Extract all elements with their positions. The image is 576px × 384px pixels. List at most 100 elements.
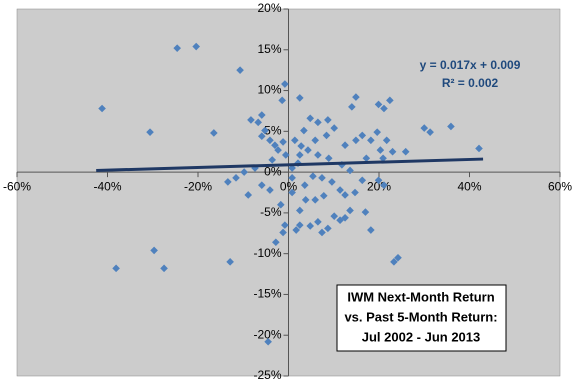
point xyxy=(240,168,248,176)
equation: y = 0.017x + 0.009 xyxy=(420,58,521,72)
point xyxy=(309,172,317,180)
point xyxy=(346,206,354,215)
point xyxy=(426,128,434,136)
point xyxy=(373,128,381,136)
y-tick-label: 10% xyxy=(257,83,281,97)
point xyxy=(306,222,315,230)
textbox-line: Jul 2002 - Jun 2013 xyxy=(362,329,481,344)
point xyxy=(324,154,333,163)
point xyxy=(247,116,255,124)
point xyxy=(394,253,402,262)
point xyxy=(210,129,218,137)
point xyxy=(224,178,232,186)
point xyxy=(336,216,344,225)
x-tick-label: -60% xyxy=(3,179,31,193)
point xyxy=(236,66,244,74)
x-tick-label: -20% xyxy=(184,179,212,193)
point xyxy=(112,264,120,273)
point xyxy=(401,147,410,156)
point xyxy=(447,122,455,131)
textbox-line: vs. Past 5-Month Return: xyxy=(344,309,497,324)
point xyxy=(277,200,285,209)
point xyxy=(319,191,328,200)
point xyxy=(351,188,359,197)
point xyxy=(258,181,266,189)
point xyxy=(266,186,274,194)
point xyxy=(330,124,339,132)
point xyxy=(390,258,398,266)
y-tick-label: 20% xyxy=(257,1,281,15)
point xyxy=(341,191,349,199)
point xyxy=(341,141,349,149)
y-tick-label: 5% xyxy=(264,124,282,138)
x-tick-label: 0% xyxy=(280,179,298,193)
y-tick-label: 15% xyxy=(257,42,281,56)
point xyxy=(318,228,326,237)
point xyxy=(251,164,259,172)
point xyxy=(226,258,234,266)
point xyxy=(386,96,394,105)
point xyxy=(314,218,322,226)
y-tick-label: -15% xyxy=(253,287,281,301)
point xyxy=(420,124,429,132)
y-tick-label: -20% xyxy=(253,327,281,341)
point xyxy=(268,156,277,164)
point xyxy=(173,44,181,52)
point xyxy=(388,147,397,156)
point xyxy=(279,228,287,237)
point xyxy=(272,238,280,247)
x-tick-label: 40% xyxy=(457,179,481,193)
point xyxy=(288,188,296,197)
point xyxy=(254,118,262,127)
point xyxy=(300,181,309,189)
point xyxy=(258,111,266,119)
point xyxy=(301,196,310,204)
point xyxy=(244,191,253,199)
textbox xyxy=(336,284,507,352)
point xyxy=(362,154,371,163)
textbox-line: IWM Next-Month Return xyxy=(347,289,494,304)
point xyxy=(274,146,282,154)
trendline xyxy=(96,157,484,172)
point xyxy=(300,126,308,135)
point xyxy=(288,174,296,182)
point xyxy=(374,100,383,109)
point xyxy=(367,226,375,234)
point xyxy=(264,337,272,346)
point xyxy=(358,131,367,140)
point xyxy=(160,264,168,273)
point xyxy=(281,221,289,229)
point xyxy=(341,213,349,222)
y-tick-label: -25% xyxy=(253,368,281,382)
point xyxy=(296,94,304,102)
point xyxy=(379,154,387,163)
point xyxy=(324,224,332,233)
x-tick-label: -40% xyxy=(93,179,121,193)
point xyxy=(271,141,279,149)
point xyxy=(304,146,312,154)
point xyxy=(322,131,331,140)
point xyxy=(292,226,300,234)
point xyxy=(291,136,299,145)
point xyxy=(311,136,319,145)
point xyxy=(328,178,336,186)
point xyxy=(346,166,354,175)
point xyxy=(306,114,315,123)
point xyxy=(367,136,375,145)
point xyxy=(281,80,289,88)
point xyxy=(358,176,367,185)
point xyxy=(314,151,322,159)
point xyxy=(281,151,290,159)
point xyxy=(296,206,304,215)
point xyxy=(278,96,286,105)
point xyxy=(296,151,304,159)
point xyxy=(348,103,356,111)
point xyxy=(150,246,158,255)
point xyxy=(297,142,305,150)
x-tick-label: 60% xyxy=(548,179,572,193)
point xyxy=(324,116,332,124)
r-squared: R² = 0.002 xyxy=(442,76,499,90)
point xyxy=(336,186,344,194)
point xyxy=(98,104,106,113)
